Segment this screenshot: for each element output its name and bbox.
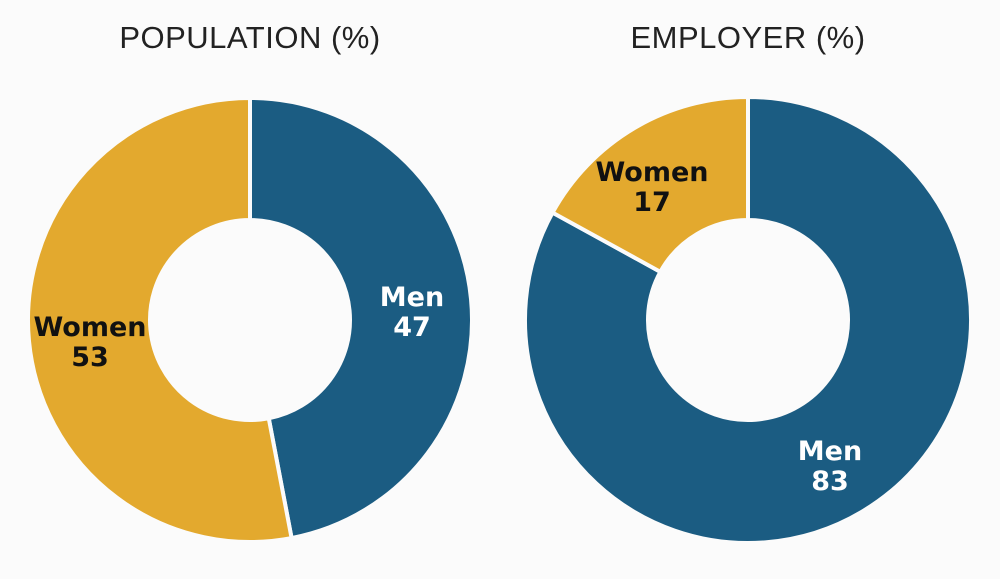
chart-title-population: POPULATION (%) [119,20,381,55]
slice-label: Women [33,312,146,343]
slice-men [248,96,474,541]
slice-label: Women [595,157,708,188]
slice-value: 53 [71,342,109,373]
slice-label: Men [380,282,444,313]
slice-women [550,95,750,274]
slice-value: 83 [811,466,849,497]
slice-label: Men [798,436,862,467]
slice-value: 47 [393,312,431,343]
slice-women [26,96,294,544]
chart-title-employer: EMPLOYER (%) [630,20,866,55]
slice-men [523,95,973,545]
slice-value: 17 [633,187,671,218]
